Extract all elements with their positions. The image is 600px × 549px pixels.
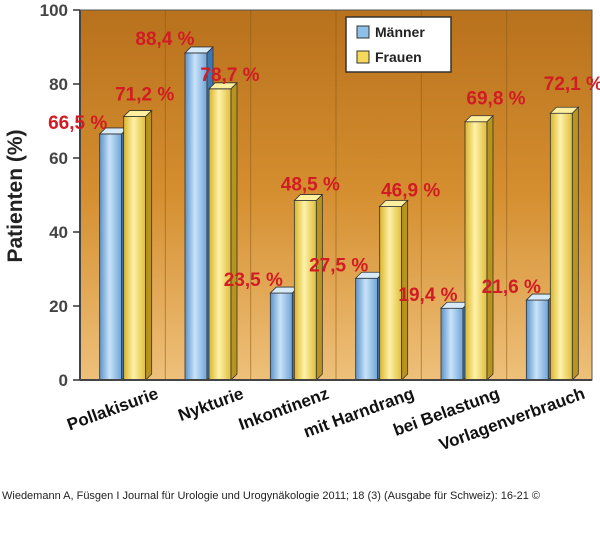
data-label: 66,5 %: [48, 113, 107, 134]
legend-swatch-maenner: [356, 25, 370, 39]
data-label: 72,1 %: [544, 74, 600, 95]
bar-frauen-bei-belastung: [464, 114, 494, 381]
y-tick-label: 20: [49, 297, 68, 316]
y-tick-label: 0: [59, 371, 68, 390]
data-label: 78,7 %: [200, 65, 259, 86]
bar-frauen-vorlagenverbrauch: [549, 106, 580, 381]
data-label: 27,5 %: [309, 255, 368, 276]
y-tick-label: 40: [49, 223, 68, 242]
data-label: 48,5 %: [281, 175, 340, 196]
legend-label-maenner: Männer: [375, 24, 425, 40]
y-tick-label: 100: [40, 1, 68, 20]
data-label: 88,4 %: [135, 29, 194, 50]
plot-frame: [79, 9, 593, 381]
data-label: 21,6 %: [482, 277, 541, 298]
y-tick-label: 60: [49, 149, 68, 168]
data-label: 71,2 %: [115, 85, 174, 106]
x-category-label: Nykturie: [176, 384, 246, 425]
bar-frauen-mit-harndrang: [378, 199, 409, 381]
legend: Männer Frauen: [345, 16, 452, 73]
legend-swatch-frauen: [356, 50, 370, 64]
x-category-label: Vorlagenverbrauch: [436, 384, 587, 454]
bar-frauen-nykturie: [208, 81, 238, 381]
data-label: 69,8 %: [466, 89, 525, 110]
y-axis-label: Patienten (%): [4, 129, 27, 262]
bar-frauen-inkontinenz: [293, 193, 324, 381]
source-citation: Wiedemann A, Füsgen I Journal für Urolog…: [2, 490, 541, 502]
x-category-label: Pollakisurie: [65, 384, 161, 434]
bar-frauen-pollakisurie: [122, 109, 153, 381]
legend-label-frauen: Frauen: [375, 49, 422, 65]
data-label: 23,5 %: [224, 270, 283, 291]
data-label: 46,9 %: [381, 180, 440, 201]
data-label: 19,4 %: [398, 285, 457, 306]
y-tick-label: 80: [49, 75, 68, 94]
